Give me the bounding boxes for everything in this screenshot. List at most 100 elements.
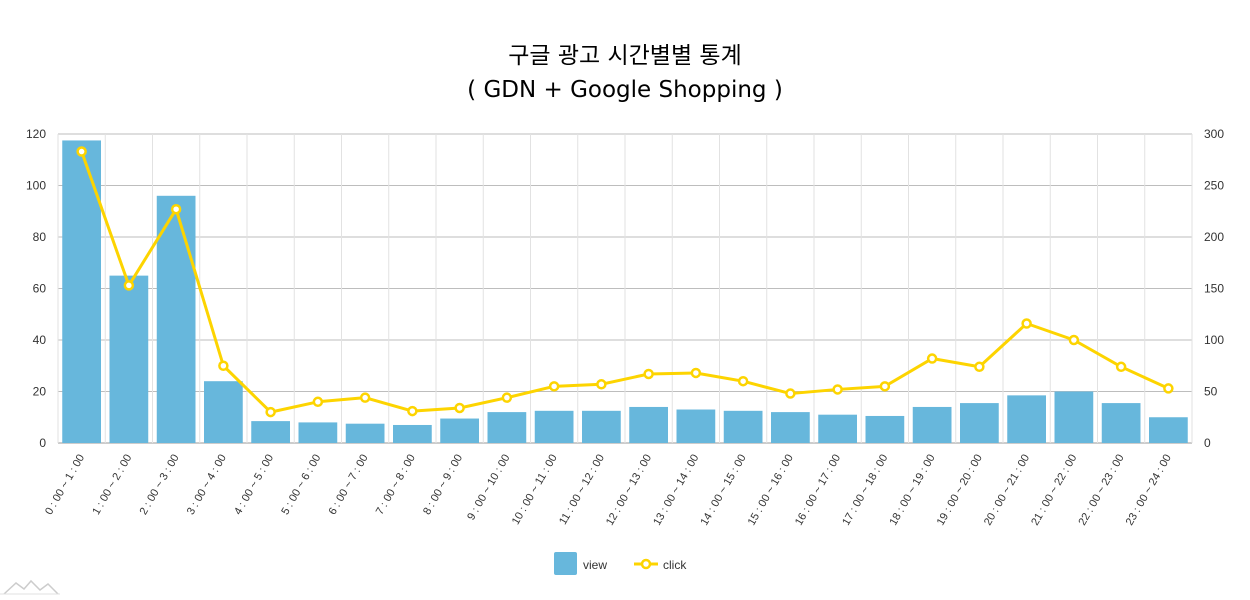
right-y-tick-label: 100 (1204, 333, 1224, 347)
click-point[interactable] (690, 367, 702, 379)
click-point[interactable] (76, 146, 87, 157)
view-bar[interactable] (629, 406, 668, 443)
x-tick-label: 3 : 00 ~ 4 : 00 (185, 453, 229, 518)
x-tick-label: 4 : 00 ~ 5 : 00 (232, 453, 276, 518)
view-bar[interactable] (912, 406, 952, 443)
click-point[interactable] (170, 203, 182, 215)
click-point[interactable] (1163, 383, 1174, 394)
x-tick-label: 13 : 00 ~ 14 : 00 (651, 453, 701, 528)
left-y-tick-label: 60 (33, 282, 47, 296)
x-tick-label: 6 : 00 ~ 7 : 00 (327, 453, 371, 518)
view-bar[interactable] (723, 410, 763, 443)
x-tick-label: 14 : 00 ~ 15 : 00 (698, 453, 748, 528)
view-bar[interactable] (960, 403, 999, 443)
x-tick-label: 5 : 00 ~ 6 : 00 (279, 453, 323, 518)
click-point[interactable] (123, 280, 135, 291)
left-y-axis: 0 20 40 60 80 100 120 (26, 127, 46, 450)
x-tick-label: 19 : 00 ~ 20 : 00 (935, 453, 985, 528)
click-series-line (80, 151, 1169, 414)
view-bar[interactable] (156, 195, 196, 443)
view-bar[interactable] (865, 415, 905, 443)
right-y-tick-label: 250 (1204, 179, 1224, 193)
x-tick-label: 20 : 00 ~ 21 : 00 (982, 453, 1032, 528)
chart-subtitle: ( GDN + Google Shopping ) (467, 77, 783, 103)
legend-item-click[interactable]: click (634, 558, 687, 572)
click-point[interactable] (926, 353, 938, 364)
x-axis: 0 : 00 ~ 1 : 00 1 : 00 ~ 2 : 00 2 : 00 ~ 3… (43, 453, 1174, 528)
x-tick-label: 17 : 00 ~ 18 : 00 (840, 453, 890, 528)
click-point[interactable] (974, 361, 985, 373)
x-tick-label: 21 : 00 ~ 22 : 00 (1029, 453, 1079, 528)
x-tick-label: 7 : 00 ~ 8 : 00 (374, 453, 418, 518)
x-tick-label: 11 : 00 ~ 12 : 00 (557, 453, 607, 527)
left-y-tick-label: 100 (26, 179, 46, 193)
view-bar[interactable] (440, 418, 479, 443)
x-tick-label: 2 : 00 ~ 3 : 00 (138, 453, 182, 518)
left-y-tick-label: 20 (33, 385, 47, 399)
view-bar[interactable] (251, 421, 290, 443)
right-y-tick-label: 200 (1204, 230, 1224, 244)
view-bar[interactable] (487, 412, 527, 443)
click-point[interactable] (218, 360, 229, 371)
view-bar[interactable] (345, 423, 385, 443)
view-bar[interactable] (393, 424, 432, 443)
click-point[interactable] (312, 396, 324, 408)
click-point[interactable] (265, 406, 276, 418)
click-point[interactable] (454, 402, 465, 414)
grid (57, 133, 1193, 444)
left-y-tick-label: 0 (39, 436, 46, 450)
view-bar[interactable] (1054, 391, 1094, 444)
legend-item-view[interactable]: view (554, 552, 607, 575)
click-point[interactable] (879, 381, 891, 392)
click-point[interactable] (359, 392, 371, 403)
x-tick-label: 16 : 00 ~ 17 : 00 (793, 453, 843, 528)
x-tick-label: 23 : 00 ~ 24 : 00 (1124, 453, 1174, 528)
click-point[interactable] (501, 392, 513, 403)
x-tick-label: 10 : 00 ~ 11 : 00 (510, 453, 560, 527)
view-bar[interactable] (534, 410, 574, 443)
click-point[interactable] (832, 384, 843, 395)
legend-view-label: view (583, 558, 607, 572)
view-bar[interactable] (1149, 417, 1188, 443)
legend-click-marker (640, 558, 652, 570)
x-tick-label: 9 : 00 ~ 10 : 00 (465, 453, 512, 523)
chart-title: 구글 광고 시간별별 통계 (508, 43, 742, 69)
x-tick-label: 0 : 00 ~ 1 : 00 (43, 453, 87, 518)
view-bar[interactable] (298, 422, 338, 443)
click-point[interactable] (737, 375, 749, 387)
view-bar[interactable] (582, 410, 621, 443)
x-tick-label: 8 : 00 ~ 9 : 00 (421, 453, 465, 518)
click-point[interactable] (548, 381, 560, 392)
left-y-tick-label: 80 (33, 230, 47, 244)
click-point[interactable] (1115, 361, 1127, 373)
right-y-tick-label: 0 (1204, 436, 1211, 450)
click-point[interactable] (1021, 318, 1032, 329)
click-point[interactable] (407, 405, 418, 417)
view-bars (62, 140, 1188, 444)
click-point[interactable] (596, 379, 607, 390)
click-point[interactable] (785, 388, 796, 399)
view-bar[interactable] (1101, 403, 1141, 443)
click-line (76, 146, 1174, 418)
view-bar[interactable] (204, 381, 243, 443)
x-tick-label: 15 : 00 ~ 16 : 00 (746, 453, 796, 528)
legend: view click (554, 552, 687, 575)
logo-icon (0, 579, 60, 595)
right-y-tick-label: 300 (1204, 127, 1224, 141)
x-tick-label: 18 : 00 ~ 19 : 00 (887, 453, 937, 528)
right-y-tick-label: 50 (1204, 385, 1218, 399)
view-bar[interactable] (1007, 395, 1046, 443)
click-point[interactable] (643, 368, 654, 380)
x-tick-label: 22 : 00 ~ 23 : 00 (1076, 453, 1126, 528)
right-y-tick-label: 150 (1204, 282, 1224, 296)
x-tick-label: 12 : 00 ~ 13 : 00 (604, 453, 654, 528)
click-point[interactable] (1068, 334, 1080, 346)
legend-view-swatch (554, 552, 577, 575)
view-bar[interactable] (771, 412, 810, 443)
left-y-tick-label: 120 (26, 127, 46, 141)
view-bar[interactable] (109, 275, 149, 443)
right-y-axis: 0 50 100 150 200 250 300 (1204, 127, 1224, 450)
view-bar[interactable] (818, 414, 857, 443)
view-bar[interactable] (676, 409, 716, 443)
